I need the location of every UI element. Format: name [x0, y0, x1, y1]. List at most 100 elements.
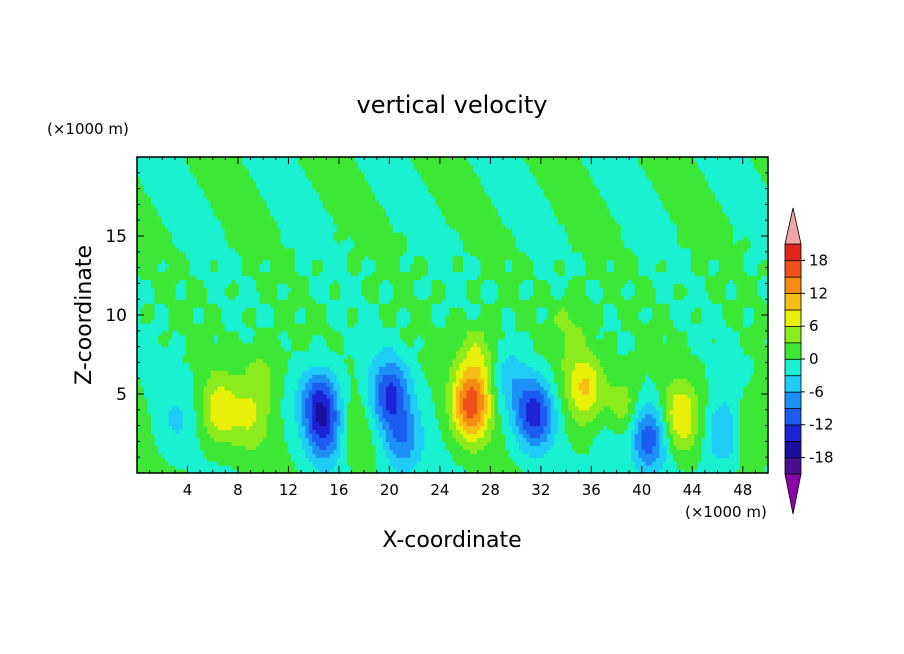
heatmap-cell [315, 421, 320, 427]
heatmap-cell [179, 228, 184, 233]
heatmap-cell [224, 275, 229, 281]
heatmap-cell [273, 358, 278, 363]
heatmap-cell [214, 405, 219, 411]
heatmap-cell [158, 374, 163, 379]
heatmap-cell [294, 243, 299, 249]
heatmap-cell [235, 311, 240, 316]
heatmap-cell [259, 196, 264, 202]
heatmap-cell [210, 164, 215, 170]
heatmap-cell [154, 394, 159, 399]
heatmap-cell [305, 208, 310, 213]
heatmap-cell [294, 362, 299, 367]
heatmap-cell [347, 271, 352, 277]
heatmap-cell [217, 326, 222, 332]
heatmap-cell [210, 362, 215, 367]
heatmap-cell [284, 330, 289, 336]
heatmap-cell [305, 465, 310, 470]
heatmap-cell [312, 196, 317, 202]
heatmap-cell [270, 243, 275, 249]
heatmap-cell [147, 164, 152, 170]
heatmap-cell [322, 160, 327, 166]
heatmap-cell [179, 326, 184, 332]
heatmap-cell [161, 425, 166, 431]
heatmap-cell [137, 188, 142, 194]
heatmap-cell [259, 208, 264, 213]
heatmap-cell [284, 157, 289, 162]
heatmap-cell [137, 220, 142, 225]
heatmap-cell [245, 421, 250, 427]
heatmap-cell [161, 184, 166, 190]
heatmap-cell [336, 212, 341, 217]
heatmap-cell [154, 200, 159, 205]
heatmap-cell [298, 405, 303, 411]
heatmap-cell [273, 382, 278, 387]
heatmap-cell [196, 461, 201, 466]
heatmap-cell [242, 279, 247, 284]
heatmap-cell [221, 168, 226, 174]
heatmap-cell [266, 259, 271, 265]
heatmap-cell [151, 465, 156, 470]
heatmap-cell [298, 326, 303, 332]
heatmap-cell [329, 453, 334, 458]
heatmap-cell [343, 180, 348, 186]
heatmap-cell [312, 212, 317, 217]
heatmap-cell [256, 374, 261, 379]
heatmap-cell [256, 287, 261, 292]
heatmap-cell [343, 421, 348, 427]
heatmap-cell [175, 216, 180, 221]
heatmap-cell [347, 346, 352, 352]
heatmap-cell [200, 220, 205, 225]
heatmap-cell [238, 461, 243, 466]
heatmap-cell [200, 216, 205, 221]
heatmap-cell [154, 247, 159, 253]
heatmap-cell [319, 378, 324, 383]
heatmap-cell [343, 394, 348, 399]
heatmap-cell [280, 287, 285, 292]
heatmap-cell [249, 449, 254, 454]
heatmap-cell [322, 228, 327, 233]
heatmap-cell [228, 315, 233, 320]
heatmap-cell [273, 287, 278, 292]
heatmap-cell [259, 362, 264, 367]
heatmap-cell [322, 216, 327, 221]
heatmap-cell [200, 413, 205, 419]
heatmap-cell [228, 394, 233, 399]
heatmap-cell [144, 441, 149, 446]
heatmap-cell [249, 378, 254, 383]
heatmap-cell [231, 216, 236, 221]
heatmap-cell [196, 283, 201, 288]
heatmap-cell [137, 216, 142, 221]
heatmap-cell [238, 196, 243, 202]
heatmap-cell [172, 303, 177, 308]
heatmap-cell [322, 465, 327, 470]
heatmap-cell [284, 224, 289, 229]
heatmap-cell [210, 307, 215, 312]
heatmap-cell [284, 236, 289, 241]
heatmap-cell [224, 421, 229, 427]
heatmap-cell [322, 461, 327, 466]
heatmap-cell [228, 243, 233, 249]
heatmap-cell [249, 311, 254, 316]
heatmap-cell [200, 358, 205, 363]
heatmap-cell [291, 208, 296, 213]
heatmap-cell [172, 433, 177, 439]
heatmap-cell [154, 469, 159, 473]
heatmap-cell [315, 441, 320, 446]
heatmap-cell [179, 358, 184, 363]
heatmap-cell [175, 322, 180, 328]
heatmap-cell [319, 421, 324, 427]
heatmap-cell [343, 188, 348, 194]
heatmap-cell [210, 263, 215, 269]
heatmap-cell [193, 342, 198, 348]
heatmap-cell [242, 437, 247, 442]
heatmap-cell [263, 196, 268, 202]
heatmap-cell [256, 350, 261, 356]
heatmap-cell [200, 176, 205, 182]
heatmap-cell [175, 295, 180, 300]
heatmap-cell [294, 307, 299, 312]
heatmap-cell [301, 366, 306, 371]
heatmap-cell [186, 334, 191, 340]
heatmap-cell [154, 168, 159, 174]
heatmap-cell [207, 461, 212, 466]
heatmap-cell [298, 208, 303, 213]
